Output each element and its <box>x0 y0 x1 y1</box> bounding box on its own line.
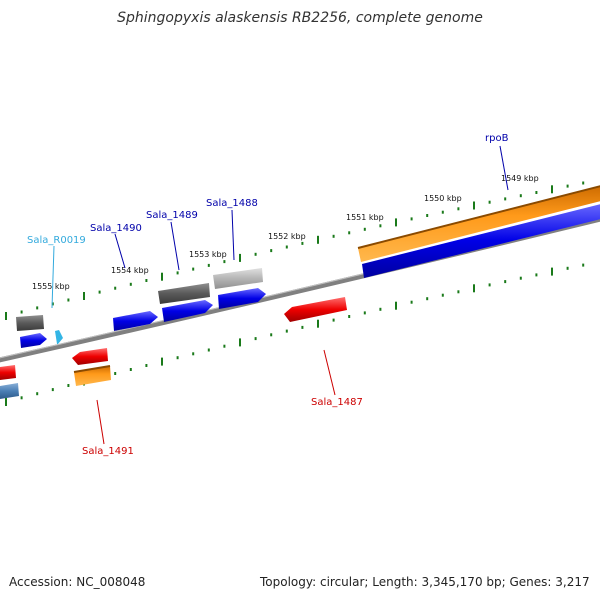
feature-orange-rpob[interactable] <box>358 185 600 262</box>
gene-sala-1487[interactable] <box>284 297 347 322</box>
label-sala-1491[interactable]: Sala_1491 <box>82 446 134 457</box>
accession-text: Accession: NC_008048 <box>9 575 146 589</box>
topology-text: Topology: circular; Length: 3,345,170 bp… <box>260 575 590 589</box>
tick-label-1550: 1550 kbp <box>424 194 462 203</box>
inner-tick-ring <box>5 263 585 406</box>
feature-gray-1489[interactable] <box>158 283 210 304</box>
tick-label-1554: 1554 kbp <box>111 266 149 275</box>
feature-gray-1488[interactable] <box>213 268 263 289</box>
gene-sala-1491[interactable] <box>72 348 108 365</box>
label-sala-1489[interactable]: Sala_1489 <box>146 210 198 221</box>
gene-rpob[interactable] <box>362 203 600 278</box>
outer-tick-ring <box>5 181 585 320</box>
gene-sala-1488[interactable] <box>218 288 266 309</box>
label-sala-1487[interactable]: Sala_1487 <box>311 397 363 408</box>
map-title: Sphingopyxis alaskensis RB2256, complete… <box>117 10 483 26</box>
tick-label-1553: 1553 kbp <box>189 250 227 259</box>
label-sala-1488[interactable]: Sala_1488 <box>206 198 258 209</box>
feature-steel-left[interactable] <box>0 383 19 399</box>
label-sala-1490[interactable]: Sala_1490 <box>90 223 142 234</box>
feature-gray-left[interactable] <box>16 315 44 331</box>
tick-label-1552: 1552 kbp <box>268 232 306 241</box>
rna-sala-r0019[interactable] <box>55 330 63 344</box>
gene-sala-1489[interactable] <box>162 300 213 322</box>
gene-left-forward[interactable] <box>20 333 47 348</box>
tick-label-1549: 1549 kbp <box>501 174 539 183</box>
label-sala-r0019[interactable]: Sala_R0019 <box>27 235 86 246</box>
tick-label-1555: 1555 kbp <box>32 282 70 291</box>
tick-label-1551: 1551 kbp <box>346 213 384 222</box>
gene-left-reverse[interactable] <box>0 365 16 380</box>
gene-sala-1490[interactable] <box>113 311 158 331</box>
label-rpob[interactable]: rpoB <box>485 133 509 144</box>
